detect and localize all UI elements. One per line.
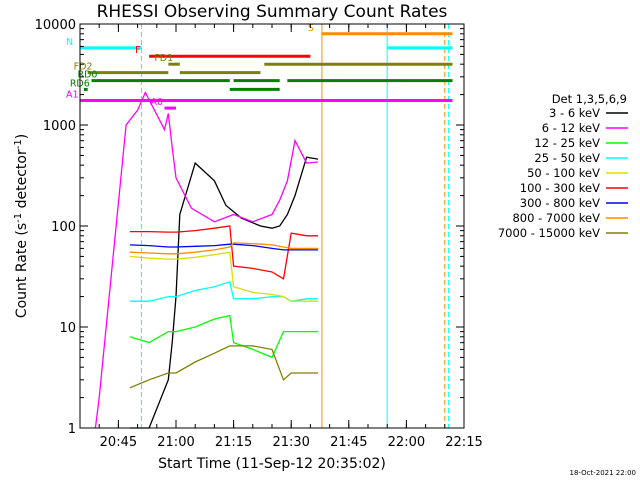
flag-label-rd0: RD0: [78, 70, 98, 81]
flag-label-fd2: FD2: [74, 62, 93, 73]
y-tick-label: 10000: [35, 18, 76, 33]
y-axis-label-prefix: Count Rate (s: [14, 223, 30, 318]
x-tick-label: 21:30: [272, 435, 309, 450]
y-tick-label: 10: [59, 321, 76, 336]
legend-entry-800-7000-kev: 800 - 7000 keV: [512, 211, 600, 225]
y-axis-label-sup2: -1: [13, 139, 24, 149]
series-line-800-7000-kev: [129, 242, 319, 255]
x-tick-label: 21:45: [330, 435, 367, 450]
x-tick-label: 20:45: [100, 435, 137, 450]
series-line-3-6-kev: [129, 156, 319, 429]
flag-label-a1: A1: [66, 89, 79, 100]
legend-entry-7000-15000-kev: 7000 - 15000 keV: [498, 226, 600, 240]
series-line-25-50-kev: [129, 280, 319, 302]
x-tick-label: 21:00: [157, 435, 194, 450]
series-line-7000-15000-kev: [129, 345, 319, 389]
footer-date: 18-Oct-2021 22:00: [570, 469, 636, 477]
flag-label-n: N: [66, 37, 73, 48]
legend-entry-50-100-kev: 50 - 100 keV: [527, 166, 600, 180]
y-tick-label: 1: [68, 422, 76, 437]
vertical-lines-layer: [79, 24, 450, 428]
flag-label-f: F: [135, 45, 140, 56]
x-tick-label: 21:15: [215, 435, 252, 450]
series-line-12-25-kev: [129, 314, 319, 359]
y-tick-label: 1000: [43, 119, 76, 134]
y-tick-label: 100: [51, 220, 76, 235]
legend-title: Det 1,3,5,6,9: [552, 92, 627, 106]
legend-entry-300-800-kev: 300 - 800 keV: [520, 196, 600, 210]
series-line-6-12-kev: [94, 90, 319, 429]
y-axis-label-suffix: ): [14, 134, 30, 139]
series-line-100-300-kev: [129, 225, 319, 280]
series-line-300-800-kev: [129, 243, 319, 251]
x-tick-label: 22:15: [445, 435, 482, 450]
legend-entry-6-12-kev: 6 - 12 keV: [542, 121, 600, 135]
y-axis-label-sup1: -1: [13, 213, 24, 223]
series-line-50-100-kev: [129, 251, 319, 302]
x-axis-label: Start Time (11-Sep-12 20:35:02): [158, 456, 386, 472]
flag-label-fd1: FD1: [154, 53, 173, 64]
x-tick-label: 22:00: [388, 435, 425, 450]
legend-entry-12-25-kev: 12 - 25 keV: [534, 136, 600, 150]
flag-label-a0: A0: [150, 97, 163, 108]
legend-entry-3-6-kev: 3 - 6 keV: [549, 106, 600, 120]
legend-entry-25-50-kev: 25 - 50 keV: [534, 151, 600, 165]
ticks-layer: 20:45 21:00 21:15 21:30 21:45 22:00 22:15 1 10 10…: [35, 18, 483, 450]
series-layer: [94, 90, 319, 429]
y-axis-label-mid: detector: [14, 149, 30, 213]
plot-frame: [79, 23, 465, 429]
chart-title: RHESSI Observing Summary Count Rates: [97, 2, 448, 22]
y-axis-label: Count Rate (s-1 detector-1): [13, 134, 30, 318]
flag-label-s: S: [308, 23, 314, 34]
legend-entry-100-300-kev: 100 - 300 keV: [520, 181, 600, 195]
